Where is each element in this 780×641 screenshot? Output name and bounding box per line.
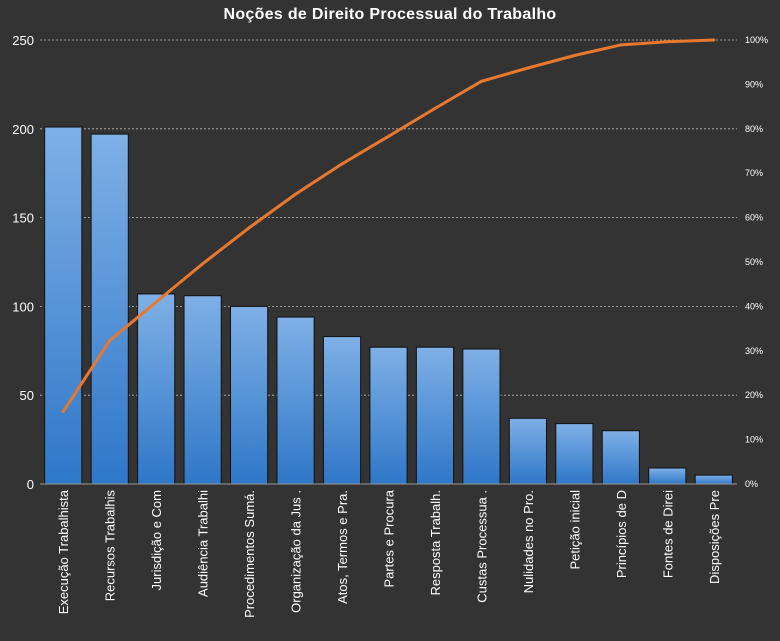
bar xyxy=(648,467,687,485)
cumulative-point xyxy=(340,162,344,166)
y-right-tick-label: 30% xyxy=(745,346,763,356)
x-tick-label: Resposta Trabalh. xyxy=(428,490,443,596)
cumulative-point xyxy=(154,300,158,304)
cumulative-point xyxy=(526,66,530,70)
y-left-tick-label: 150 xyxy=(12,211,34,226)
y-right-tick-label: 100% xyxy=(745,35,768,45)
cumulative-point xyxy=(572,54,576,58)
bar xyxy=(369,346,408,485)
cumulative-point xyxy=(387,134,390,138)
y-right-tick-label: 0% xyxy=(745,479,758,489)
y-left-tick-label: 0 xyxy=(27,477,34,492)
cumulative-point xyxy=(108,339,112,343)
y-right-tick-label: 50% xyxy=(745,257,763,267)
bar xyxy=(44,126,83,485)
x-tick-label: Fontes de Direi xyxy=(660,490,675,578)
cumulative-point xyxy=(665,40,669,44)
x-tick-label: Custas Processua . xyxy=(474,490,489,603)
y-right-tick-label: 10% xyxy=(745,435,763,445)
x-tick-label: Nulidades no Pro. xyxy=(521,490,536,593)
x-tick-label: Petição inicial xyxy=(567,490,582,570)
x-tick-label: Procedimentos Sumá. xyxy=(242,490,257,618)
x-tick-label: Organização da Jus . xyxy=(289,490,304,613)
y-right-tick-label: 20% xyxy=(745,390,763,400)
bar xyxy=(322,336,362,485)
y-right-tick-label: 70% xyxy=(745,168,763,178)
y-right-tick-label: 80% xyxy=(745,124,763,134)
x-tick-label: Princípios de D xyxy=(614,490,629,578)
y-left-tick-label: 50 xyxy=(20,388,34,403)
bar xyxy=(230,305,269,485)
y-left-tick-label: 200 xyxy=(12,122,34,137)
y-left-tick-label: 100 xyxy=(12,299,34,314)
bars-layer xyxy=(44,126,733,485)
cumulative-line-layer xyxy=(61,38,716,414)
cumulative-point xyxy=(201,262,205,266)
bar xyxy=(462,348,501,485)
y-right-tick-label: 40% xyxy=(745,301,763,311)
y-right-tick-label: 90% xyxy=(745,79,763,89)
cumulative-point xyxy=(619,43,623,47)
bar xyxy=(694,474,733,485)
cumulative-point xyxy=(61,410,65,414)
x-tick-label: Audiência Trabalhi xyxy=(196,490,211,597)
bar xyxy=(415,346,455,485)
x-tick-label: Atos, Termos e Pra. xyxy=(335,490,350,604)
bar xyxy=(90,133,129,485)
bar xyxy=(276,316,315,485)
x-tick-label: Jurisdição e Com xyxy=(149,490,164,590)
bar xyxy=(601,430,640,485)
chart-title: Noções de Direito Processual do Trabalho xyxy=(223,6,557,23)
y-right-tick-label: 60% xyxy=(745,213,763,223)
cumulative-point xyxy=(247,226,251,230)
y-left-tick-label: 250 xyxy=(12,33,34,48)
cumulative-point xyxy=(479,79,483,83)
x-tick-label: Disposições Pre xyxy=(707,490,722,584)
bar xyxy=(183,295,222,485)
bar xyxy=(137,293,176,485)
axis-layer: 0 50 100 150 200 250 0% 10% 20% 30% 40% 50% 60% 70% 80… xyxy=(12,33,768,618)
bar xyxy=(555,423,594,485)
x-tick-label: Partes e Procura xyxy=(382,489,397,587)
bar xyxy=(508,417,547,485)
cumulative-point xyxy=(294,192,298,196)
cumulative-point xyxy=(433,106,437,110)
x-tick-label: Execução Trabalhista xyxy=(56,489,71,614)
cumulative-point xyxy=(712,38,716,42)
x-tick-label: Recursos Trabalhis xyxy=(103,490,118,602)
